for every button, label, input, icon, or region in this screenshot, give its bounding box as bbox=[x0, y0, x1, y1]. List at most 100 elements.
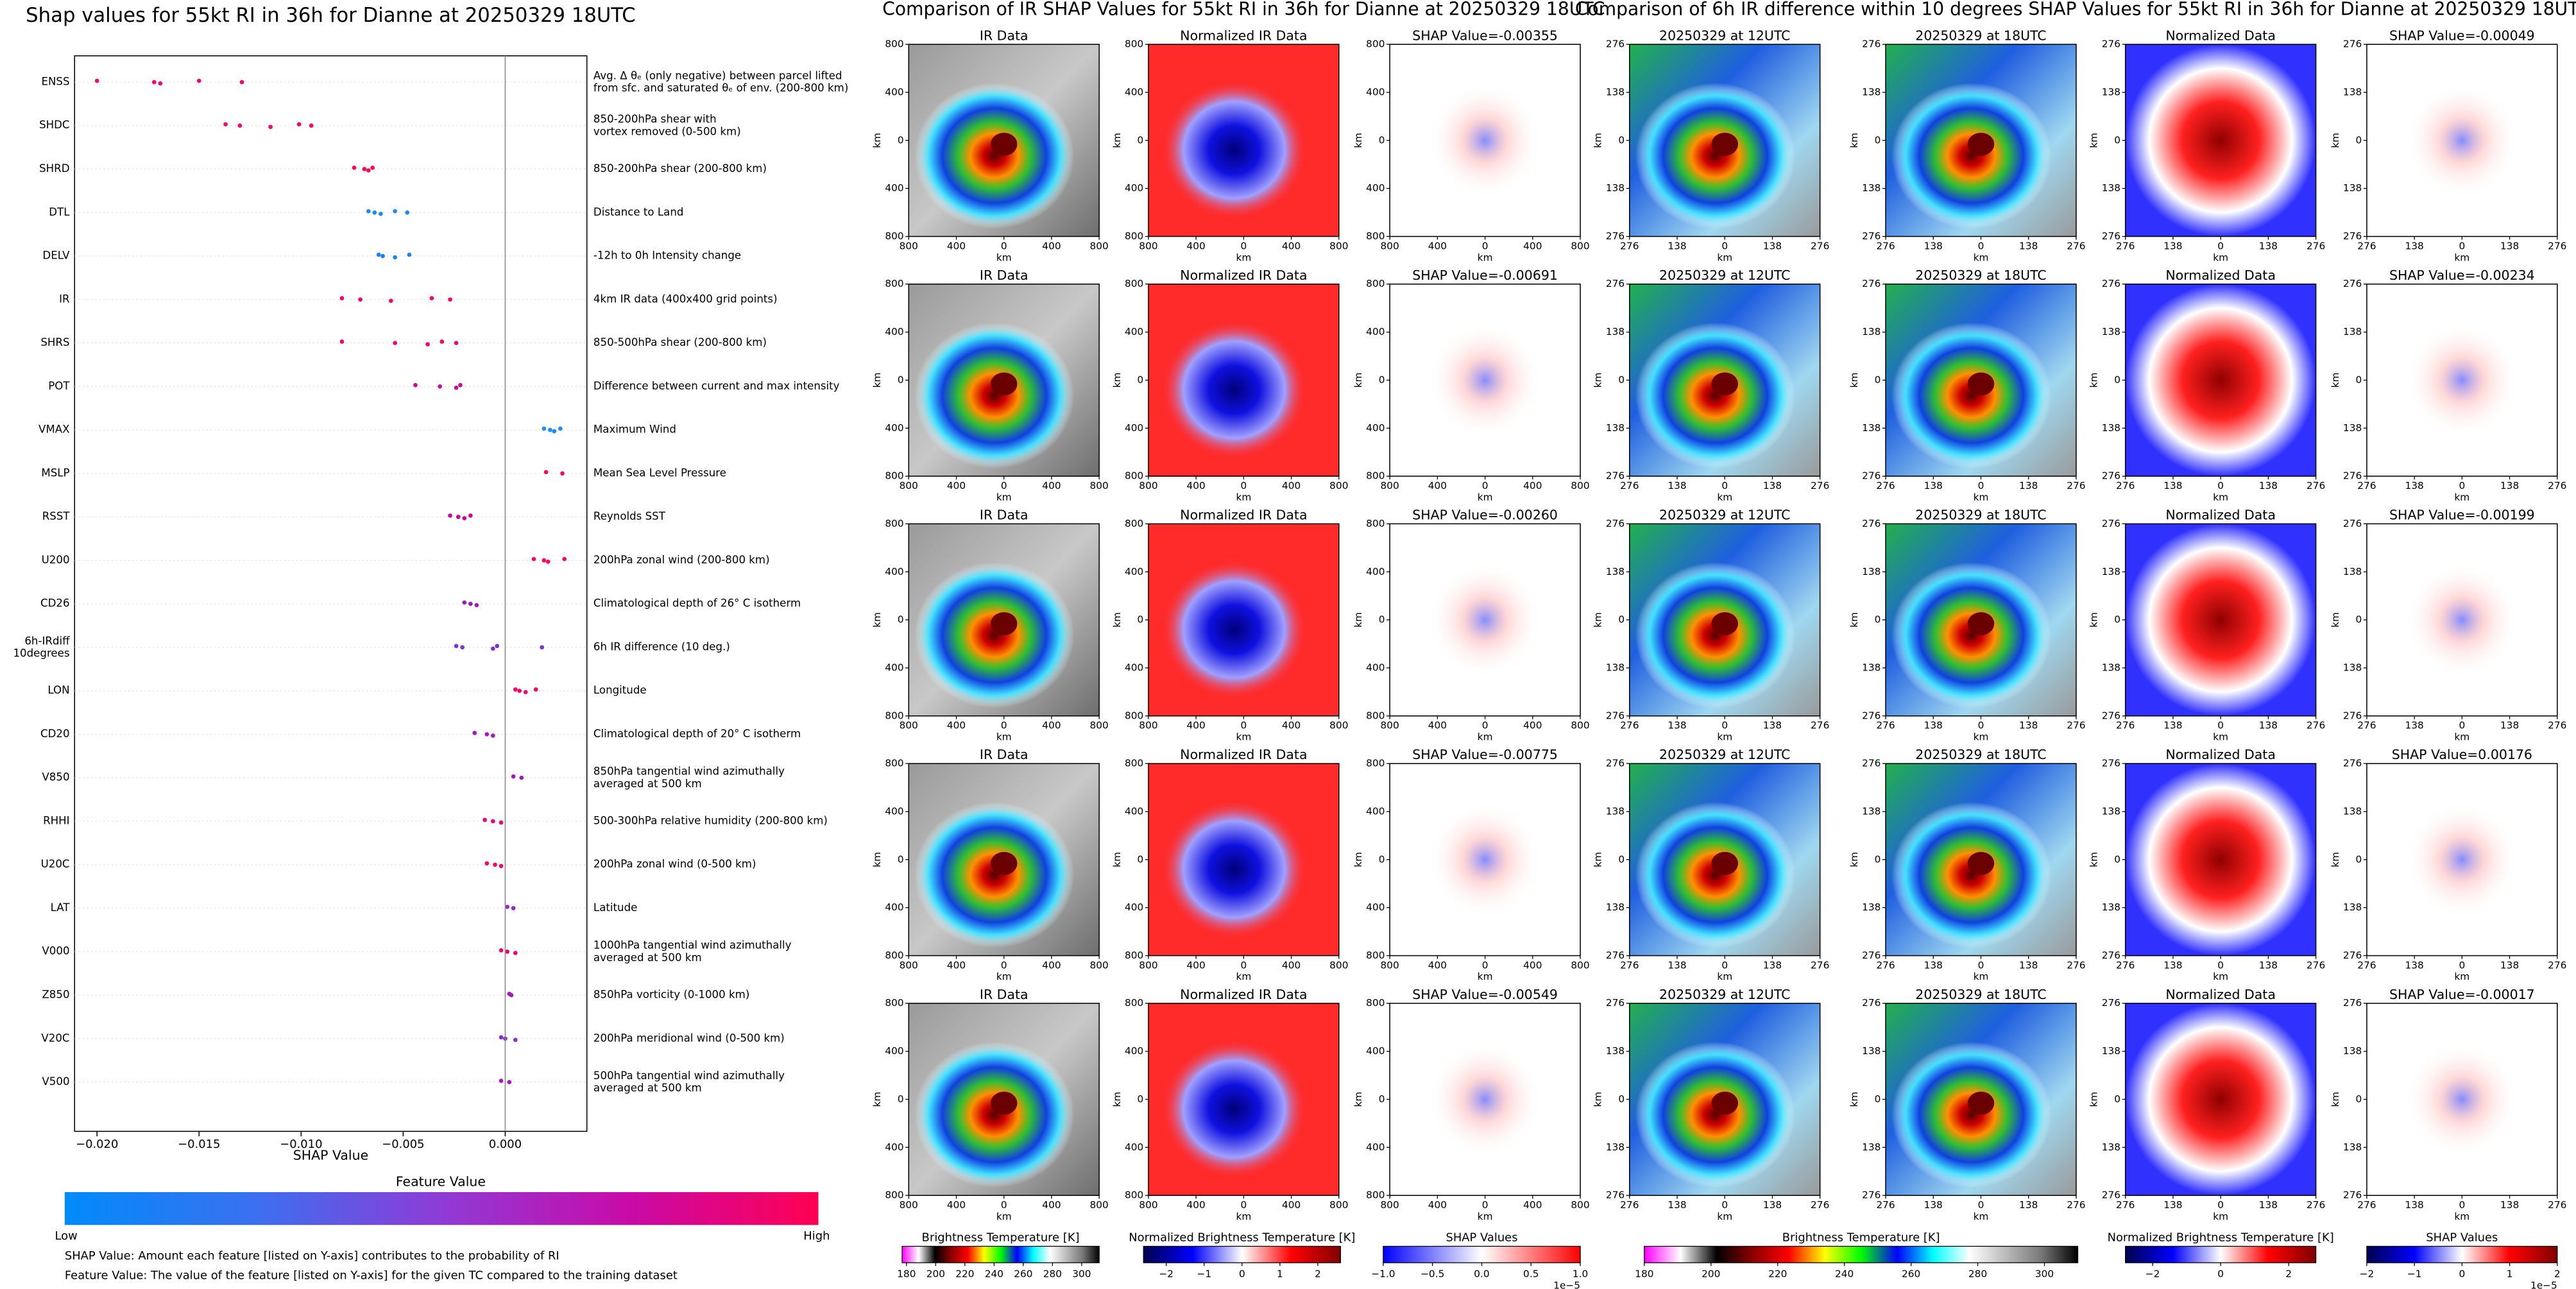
y-tick-label: 138 bbox=[1606, 182, 1625, 194]
x-tick-label: 800 bbox=[1329, 480, 1348, 491]
panel-title: Normalized IR Data bbox=[1180, 28, 1307, 43]
image bbox=[2125, 764, 2316, 956]
x-tick-label: 800 bbox=[900, 1199, 918, 1211]
y-axis-label: km bbox=[1848, 373, 1860, 388]
x-tick-label: 276 bbox=[1876, 1199, 1895, 1211]
x-tick-label: 138 bbox=[1763, 240, 1782, 252]
shap-point bbox=[462, 600, 467, 605]
x-tick-label: 800 bbox=[900, 480, 918, 491]
x-tick-label: 0 bbox=[1721, 1199, 1728, 1211]
y-tick-label: 276 bbox=[2343, 518, 2362, 529]
x-axis-label: km bbox=[1236, 731, 1251, 743]
x-axis-label: km bbox=[996, 731, 1012, 743]
x-axis-label: km bbox=[2213, 731, 2228, 743]
y-tick-label: 138 bbox=[2102, 1141, 2120, 1153]
image-blob bbox=[1891, 322, 2052, 469]
image-blob bbox=[1161, 80, 1307, 219]
shap-point bbox=[548, 427, 552, 432]
panel-title: Normalized Data bbox=[2165, 508, 2275, 523]
colorbar-tick-label: 300 bbox=[2035, 1268, 2054, 1279]
y-tick-label: 138 bbox=[2102, 662, 2120, 673]
x-axis-label: km bbox=[996, 491, 1012, 503]
image-blob bbox=[914, 322, 1075, 469]
y-axis-label: km bbox=[2330, 612, 2341, 627]
x-tick-label: 276 bbox=[1811, 240, 1829, 252]
shap-point bbox=[366, 168, 371, 173]
image-core bbox=[990, 132, 1018, 156]
feature-label: U200 bbox=[42, 554, 70, 566]
x-tick-label: 138 bbox=[2019, 240, 2038, 252]
image-blob bbox=[1891, 1041, 2052, 1188]
y-tick-label: 800 bbox=[1366, 230, 1385, 242]
y-tick-label: 276 bbox=[2102, 997, 2120, 1009]
y-tick-label: 400 bbox=[885, 86, 903, 98]
x-tick-label: 276 bbox=[2357, 959, 2376, 971]
y-axis-label: km bbox=[1848, 1091, 1860, 1107]
x-tick-label: 0 bbox=[1001, 720, 1007, 731]
image-base bbox=[2125, 524, 2316, 716]
shap-point bbox=[352, 166, 357, 170]
x-tick-label: 138 bbox=[1668, 959, 1686, 971]
x-tick-label: 400 bbox=[1187, 240, 1206, 252]
x-tick-label: 138 bbox=[1924, 1199, 1943, 1211]
shap-point bbox=[438, 384, 442, 389]
feature-description: Climatological depth of 20° C isotherm bbox=[593, 728, 801, 740]
panel-title: IR Data bbox=[980, 508, 1028, 523]
x-tick-label: 276 bbox=[2067, 959, 2085, 971]
image-blob bbox=[1428, 322, 1542, 438]
x-tick-label: 138 bbox=[2019, 480, 2038, 491]
image bbox=[2366, 44, 2557, 237]
panel-title: 20250329 at 12UTC bbox=[1659, 28, 1790, 43]
shap-point bbox=[239, 80, 244, 85]
colorbar-title: Feature Value bbox=[396, 1174, 486, 1190]
x-tick-label: 400 bbox=[1282, 480, 1301, 491]
x-tick-label: 800 bbox=[1090, 720, 1109, 731]
shap-point bbox=[393, 255, 398, 260]
y-tick-label: 800 bbox=[1366, 1190, 1385, 1201]
y-axis-label: km bbox=[1592, 612, 1604, 627]
image bbox=[1886, 764, 2076, 956]
x-tick-label: 400 bbox=[1187, 1199, 1206, 1211]
y-axis-label: km bbox=[1352, 373, 1364, 388]
colorbar-tick-label: 0 bbox=[1239, 1268, 1245, 1279]
y-tick-label: 800 bbox=[1125, 710, 1143, 721]
feature-label: IR bbox=[59, 293, 70, 305]
shap-point bbox=[542, 558, 547, 563]
x-tick-label: 138 bbox=[2019, 720, 2038, 731]
shap-point bbox=[296, 122, 302, 127]
image bbox=[1390, 764, 1581, 956]
x-tick-label: 276 bbox=[2548, 1199, 2566, 1211]
y-tick-label: 276 bbox=[1862, 470, 1881, 482]
image bbox=[1148, 764, 1339, 956]
y-tick-label: 0 bbox=[1138, 374, 1144, 386]
panel-title: 20250329 at 12UTC bbox=[1659, 987, 1790, 1002]
y-tick-label: 138 bbox=[1606, 566, 1625, 577]
shap-point bbox=[376, 252, 381, 257]
feature-description: 850hPa tangential wind azimuthally averag… bbox=[593, 765, 785, 789]
x-tick-label: 400 bbox=[947, 1199, 966, 1211]
feature-description: Reynolds SST bbox=[593, 510, 666, 522]
x-tick-label: 800 bbox=[1381, 1199, 1399, 1211]
x-tick-label: 138 bbox=[2500, 959, 2519, 971]
colorbar-tick-label: 180 bbox=[1635, 1268, 1653, 1279]
x-tick-label: 800 bbox=[1329, 1199, 1348, 1211]
colorbar-tick-label: −1 bbox=[1197, 1268, 1211, 1279]
image bbox=[2366, 284, 2557, 477]
colorbar-label: SHAP Values bbox=[1446, 1231, 1517, 1245]
y-tick-label: 0 bbox=[2114, 853, 2120, 865]
y-tick-label: 276 bbox=[1862, 950, 1881, 961]
shap-point bbox=[158, 81, 163, 86]
feature-description: Mean Sea Level Pressure bbox=[593, 466, 726, 479]
x-tick-label: 276 bbox=[1620, 959, 1639, 971]
x-tick-label: 0 bbox=[1482, 240, 1488, 252]
y-tick-label: 138 bbox=[2102, 805, 2120, 817]
colorbar-tick-label: −0.5 bbox=[1420, 1268, 1444, 1279]
feature-description: 850-500hPa shear (200-800 km) bbox=[593, 336, 767, 348]
image bbox=[1886, 44, 2076, 237]
colorbar-label: Normalized Brightness Temperature [K] bbox=[2108, 1231, 2334, 1245]
x-tick-label: 138 bbox=[2259, 1199, 2278, 1211]
y-tick-label: 138 bbox=[1862, 1045, 1881, 1057]
colorbar-label: Brightness Temperature [K] bbox=[922, 1231, 1080, 1245]
x-tick-label: 400 bbox=[947, 480, 966, 491]
x-tick-label: 0 bbox=[1001, 1199, 1007, 1211]
